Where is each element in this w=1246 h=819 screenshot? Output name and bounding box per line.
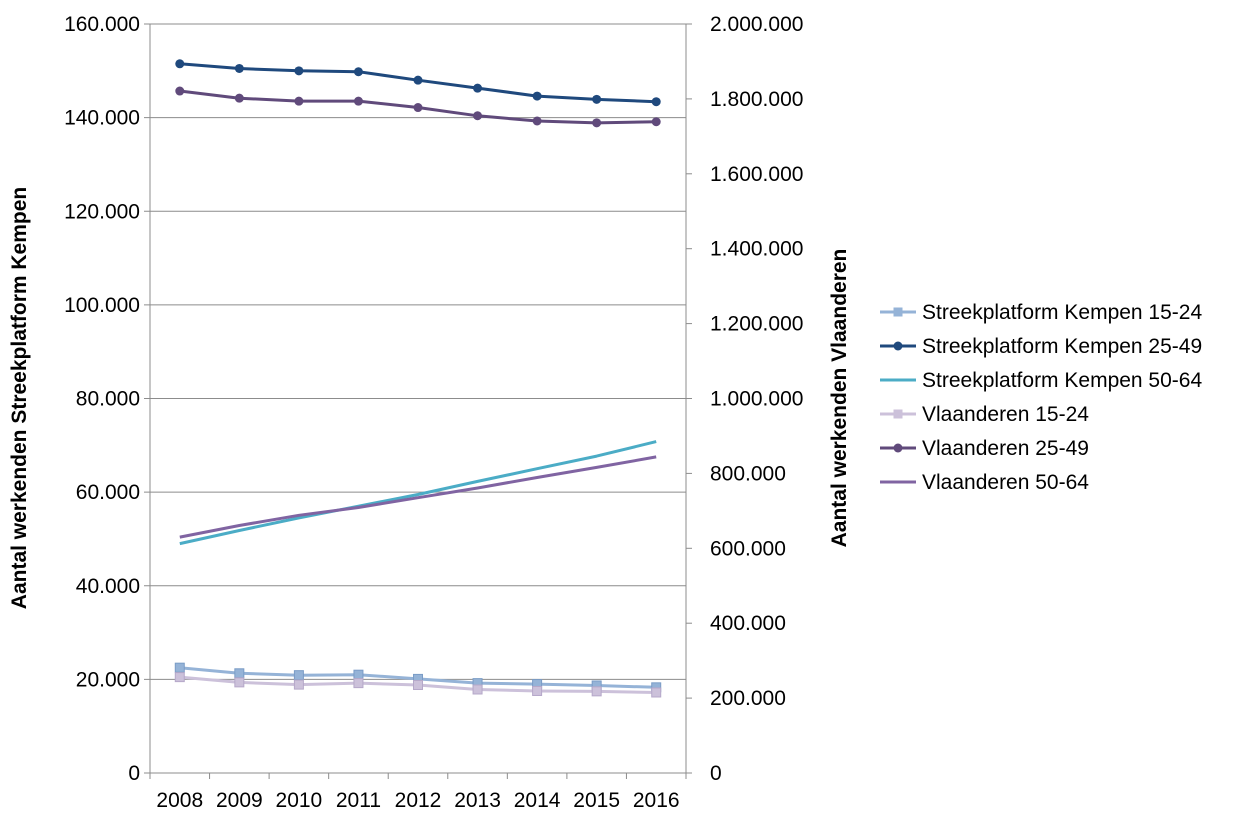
legend-marker [893,409,903,419]
data-point [532,116,542,126]
right-tick-label: 1.600.000 [710,163,803,186]
right-tick-label: 800.000 [710,462,786,485]
x-tick-label: 2013 [454,789,501,812]
data-point [174,672,185,683]
data-point [473,111,483,121]
legend-label: Streekplatform Kempen 25-49 [922,335,1202,358]
series-line [179,455,657,539]
data-point [234,668,245,679]
x-tick-label: 2014 [514,789,561,812]
data-point [175,86,185,96]
gridlines [150,23,686,680]
right-tick-label: 1.800.000 [710,88,803,111]
left-tick-label: 40.000 [76,575,140,598]
data-point [353,669,364,680]
right-tick-label: 1.400.000 [710,238,803,261]
x-tick-label: 2012 [395,789,442,812]
data-point [293,670,304,681]
right-tick-label: 200.000 [710,687,786,710]
data-point [592,94,602,104]
data-point [294,96,304,106]
data-point [651,97,661,107]
series-group [175,86,661,128]
left-tick-label: 80.000 [76,388,140,411]
x-tick-label: 2010 [276,789,323,812]
data-point [473,83,483,93]
series-lines [174,59,662,698]
legend-entry: Streekplatform Kempen 15-24 [880,301,1202,324]
left-tick-label: 100.000 [64,294,140,317]
legend-marker [893,341,903,351]
legend: Streekplatform Kempen 15-24 Streekplatfor… [880,301,1202,494]
data-point [293,679,304,690]
legend-entry: Vlaanderen 15-24 [880,403,1089,426]
data-point [353,67,363,77]
tick-labels: 0 20.000 40.000 60.000 80.000 100.000 120.000 1… [64,13,803,812]
data-point [234,677,245,688]
data-point [532,685,543,696]
legend-entry: Streekplatform Kempen 50-64 [880,369,1202,392]
legend-entry: Vlaanderen 50-64 [880,471,1089,494]
legend-entry: Streekplatform Kempen 25-49 [880,335,1202,358]
right-tick-label: 600.000 [710,537,786,560]
x-tick-label: 2016 [633,789,680,812]
data-point [651,687,662,698]
data-point [651,117,661,127]
data-point [175,59,185,69]
legend-label: Vlaanderen 25-49 [922,437,1089,460]
data-point [591,686,602,697]
series-group [175,59,661,107]
legend-label: Streekplatform Kempen 50-64 [922,369,1202,392]
legend-entry: Vlaanderen 25-49 [880,437,1089,460]
left-tick-label: 60.000 [76,481,140,504]
left-tick-label: 0 [128,762,140,785]
right-tick-label: 0 [710,762,722,785]
data-point [353,96,363,106]
data-point [592,118,602,128]
data-point [174,662,185,673]
data-point [413,75,423,85]
x-tick-label: 2015 [573,789,620,812]
series-group [179,455,657,539]
data-point [532,91,542,101]
x-tick-label: 2009 [216,789,263,812]
data-point [234,93,244,103]
left-tick-label: 140.000 [64,107,140,130]
series-line [179,440,657,546]
legend-label: Vlaanderen 15-24 [922,403,1089,426]
right-tick-label: 2.000.000 [710,13,803,36]
data-point [353,678,364,689]
right-axis-title: Aantal werkenden Vlaanderen [828,249,851,548]
legend-label: Vlaanderen 50-64 [922,471,1089,494]
x-tick-label: 2008 [156,789,203,812]
legend-marker [893,307,903,317]
right-tick-label: 1.200.000 [710,313,803,336]
right-tick-label: 400.000 [710,612,786,635]
left-tick-label: 160.000 [64,13,140,36]
right-tick-label: 1.000.000 [710,388,803,411]
data-point [413,103,423,113]
data-point [472,684,483,695]
series-group [174,672,662,698]
axes [144,23,692,779]
legend-marker [893,443,903,453]
legend-label: Streekplatform Kempen 15-24 [922,301,1202,324]
data-point [234,63,244,73]
left-tick-label: 20.000 [76,668,140,691]
x-tick-label: 2011 [336,789,381,812]
series-group [179,440,657,546]
data-point [294,66,304,76]
left-axis-title: Aantal werkenden Streekplatform Kempen [8,187,31,609]
data-point [413,679,423,690]
left-tick-label: 120.000 [64,200,140,223]
